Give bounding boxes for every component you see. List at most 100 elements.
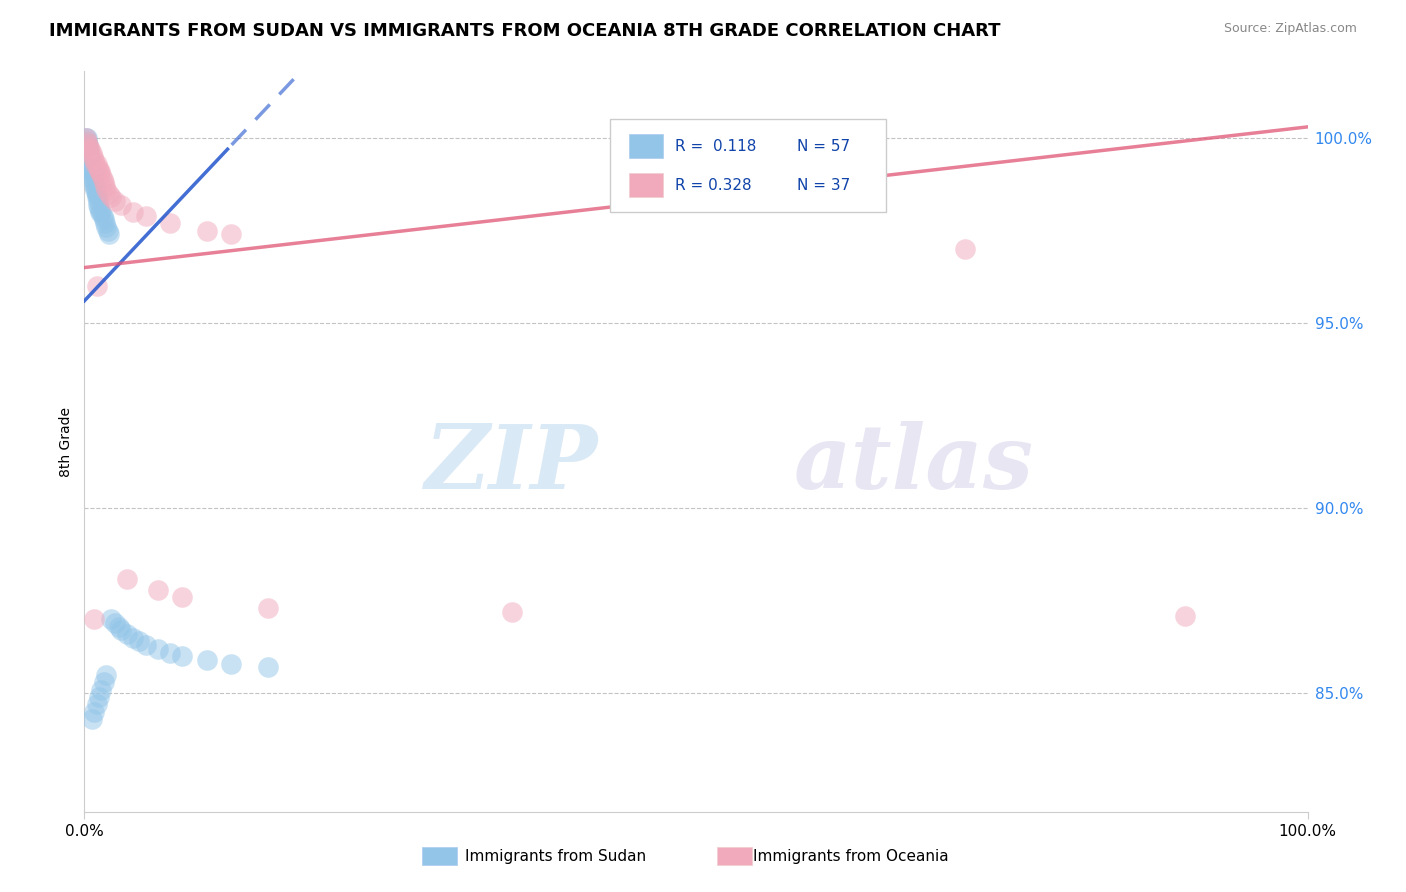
Point (87, 690, 110, 704)
Point (84, 183, 107, 197)
Point (90, 682, 112, 697)
Point (115, 627, 138, 641)
Point (82, 168, 104, 182)
Point (107, 619, 129, 633)
Point (93, 675, 115, 690)
Point (94, 216, 117, 230)
Point (257, 601, 280, 615)
Text: Immigrants from Oceania: Immigrants from Oceania (752, 849, 949, 863)
Point (82, 168, 104, 182)
Point (502, 605, 524, 619)
Point (77, 138, 100, 153)
Point (135, 638, 157, 652)
Point (76, 135, 98, 149)
Point (79, 157, 101, 171)
Point (89, 164, 111, 178)
Point (93, 212, 115, 227)
Point (86, 698, 108, 712)
Text: Source: ZipAtlas.com: Source: ZipAtlas.com (1223, 22, 1357, 36)
Point (172, 649, 194, 664)
Point (90, 205, 112, 219)
Point (80, 164, 103, 178)
Point (80, 145, 103, 160)
Point (83, 179, 105, 194)
Point (159, 216, 181, 230)
Point (96, 183, 118, 197)
Point (110, 624, 132, 638)
Point (91, 209, 114, 223)
Point (75, 131, 97, 145)
Text: ZIP: ZIP (425, 420, 598, 507)
Point (257, 660, 280, 674)
Point (89, 205, 111, 219)
Text: R =  0.118: R = 0.118 (675, 138, 756, 153)
Point (86, 186, 108, 201)
Point (1174, 608, 1197, 623)
Y-axis label: 8th Grade: 8th Grade (59, 407, 73, 476)
Point (86, 157, 108, 171)
Point (76, 135, 98, 149)
Point (75, 131, 97, 145)
Point (97, 186, 120, 201)
Point (76, 138, 98, 153)
Point (91, 171, 114, 186)
Point (87, 194, 110, 208)
Point (90, 168, 112, 182)
Bar (628, 173, 664, 197)
Point (86, 279, 108, 293)
Point (83, 612, 105, 626)
Point (77, 142, 100, 156)
Point (953, 242, 976, 256)
Point (84, 157, 107, 171)
Point (84, 179, 107, 194)
Point (79, 153, 101, 168)
Point (82, 149, 104, 163)
Point (122, 631, 145, 645)
Point (82, 171, 104, 186)
Point (97, 227, 120, 242)
Point (807, 131, 830, 145)
Point (172, 590, 194, 604)
Point (93, 175, 115, 189)
Point (87, 164, 110, 178)
Point (159, 646, 181, 660)
Text: IMMIGRANTS FROM SUDAN VS IMMIGRANTS FROM OCEANIA 8TH GRADE CORRELATION CHART: IMMIGRANTS FROM SUDAN VS IMMIGRANTS FROM… (49, 22, 1001, 40)
Point (87, 202, 110, 216)
Point (135, 209, 157, 223)
Point (97, 223, 120, 237)
Point (104, 615, 127, 630)
Point (122, 205, 145, 219)
Point (77, 149, 100, 163)
Point (104, 194, 127, 208)
Point (100, 612, 122, 626)
Point (77, 142, 100, 156)
Point (80, 161, 103, 175)
Point (146, 641, 169, 656)
Point (83, 705, 105, 719)
Point (128, 634, 150, 648)
Point (86, 186, 108, 201)
FancyBboxPatch shape (610, 120, 886, 212)
Text: N = 57: N = 57 (797, 138, 851, 153)
Point (146, 582, 169, 597)
Bar (628, 135, 664, 158)
Point (87, 197, 110, 211)
Point (77, 138, 100, 153)
Point (87, 161, 110, 175)
Text: atlas: atlas (794, 420, 1033, 507)
Point (195, 653, 218, 667)
Point (83, 153, 105, 168)
Point (80, 712, 103, 726)
Point (76, 131, 98, 145)
Point (219, 227, 242, 242)
Point (195, 223, 218, 237)
Point (77, 145, 100, 160)
Point (219, 657, 242, 671)
Point (79, 161, 101, 175)
Point (115, 572, 138, 586)
Point (100, 190, 122, 204)
Text: Immigrants from Sudan: Immigrants from Sudan (465, 849, 645, 863)
Point (110, 197, 132, 211)
Point (83, 175, 105, 189)
Point (96, 219, 118, 234)
